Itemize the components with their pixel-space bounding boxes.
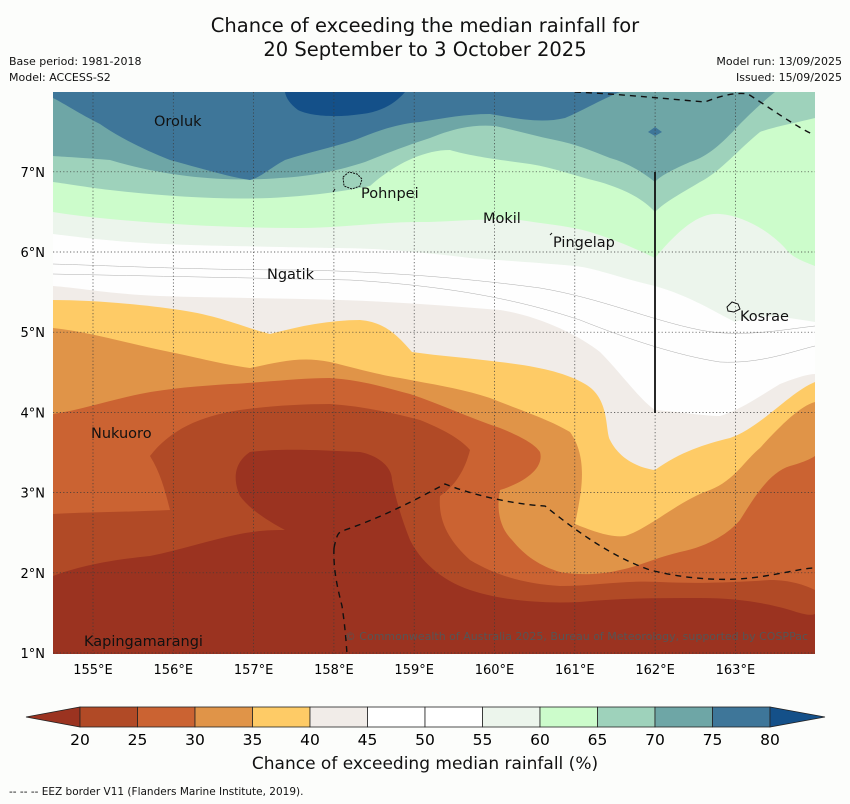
colorbar-tick-label: 25 bbox=[128, 731, 148, 749]
colorbar: 20 25 30 35 40 45 50 55 60 65 70 75 80 bbox=[25, 706, 826, 749]
islands bbox=[332, 171, 741, 313]
lat-tick-label: 6°N bbox=[21, 246, 46, 261]
map-title: Chance of exceeding the median rainfall … bbox=[0, 14, 850, 62]
contour-lines bbox=[53, 263, 815, 363]
colorbar-extend-high bbox=[769, 706, 826, 728]
colorbar-tick-label: 35 bbox=[243, 731, 263, 749]
band-20-25 bbox=[53, 449, 815, 654]
run-info: Model run: 13/09/2025 Issued: 15/09/2025 bbox=[716, 54, 842, 86]
eez-border bbox=[333, 92, 815, 654]
pohnpei-island bbox=[342, 171, 363, 190]
colorbar-segment bbox=[367, 706, 426, 728]
place-label: Mokil bbox=[483, 211, 521, 227]
colorbar-segment bbox=[597, 706, 656, 728]
title-line-1: Chance of exceeding the median rainfall … bbox=[210, 14, 640, 37]
place-label: Pingelap bbox=[553, 235, 615, 251]
colorbar-tick-label: 50 bbox=[415, 731, 435, 749]
lon-tick-label: 155°E bbox=[73, 663, 113, 678]
colorbar-tick-label: 65 bbox=[588, 731, 608, 749]
colorbar-segment bbox=[137, 706, 196, 728]
colorbar-tick-label: 80 bbox=[760, 731, 780, 749]
colorbar-tick-label: 45 bbox=[358, 731, 378, 749]
colorbar-segment bbox=[309, 706, 368, 728]
lon-tick-label: 160°E bbox=[475, 663, 515, 678]
lat-tick-label: 1°N bbox=[21, 647, 46, 662]
lon-tick-label: 157°E bbox=[234, 663, 274, 678]
colorbar-tick-label: 40 bbox=[300, 731, 320, 749]
lat-tick-label: 4°N bbox=[21, 406, 46, 421]
lat-tick-label: 2°N bbox=[21, 567, 46, 582]
lon-tick-label: 159°E bbox=[394, 663, 434, 678]
place-labels: Oroluk Pohnpei Mokil Pingelap Ngatik Kosrae Nu… bbox=[84, 114, 789, 650]
band-above-80 bbox=[285, 92, 405, 117]
lon-tick-label: 156°E bbox=[154, 663, 194, 678]
title-line-2: 20 September to 3 October 2025 bbox=[263, 38, 587, 61]
colorbar-segment bbox=[712, 706, 771, 728]
model-name: Model: ACCESS-S2 bbox=[9, 71, 111, 84]
lat-tick-label: 3°N bbox=[21, 487, 46, 502]
lon-tick-label: 163°E bbox=[716, 663, 756, 678]
band-above-80-spot bbox=[648, 127, 662, 136]
copyright-text: © Commonwealth of Australia 2025, Bureau… bbox=[345, 630, 808, 643]
lat-tick-label: 7°N bbox=[21, 166, 46, 181]
probability-field bbox=[53, 92, 815, 654]
band-75-80 bbox=[53, 92, 620, 180]
place-label: Pohnpei bbox=[361, 186, 419, 202]
colorbar-segment bbox=[194, 706, 253, 728]
colorbar-tick-label: 30 bbox=[185, 731, 205, 749]
colorbar-extend-low bbox=[25, 706, 81, 728]
lon-tick-label: 162°E bbox=[635, 663, 675, 678]
issued-date: Issued: 15/09/2025 bbox=[735, 71, 842, 84]
gridlines bbox=[53, 92, 815, 654]
lon-tick-label: 161°E bbox=[555, 663, 595, 678]
colorbar-segment bbox=[79, 706, 138, 728]
eez-footnote: -- -- -- EEZ border V11 (Flanders Marine… bbox=[9, 786, 304, 798]
colorbar-segment bbox=[252, 706, 311, 728]
lon-tick-label: 158°E bbox=[314, 663, 354, 678]
place-label: Oroluk bbox=[154, 114, 202, 130]
colorbar-segment bbox=[539, 706, 598, 728]
colorbar-segment bbox=[654, 706, 713, 728]
kosrae-island bbox=[726, 301, 741, 313]
model-run: Model run: 13/09/2025 bbox=[716, 55, 842, 68]
place-label: Kapingamarangi bbox=[84, 634, 203, 650]
base-period: Base period: 1981-2018 bbox=[9, 55, 142, 68]
colorbar-segment bbox=[482, 706, 541, 728]
colorbar-tick-label: 75 bbox=[703, 731, 723, 749]
colorbar-tick-label: 55 bbox=[473, 731, 493, 749]
colorbar-tick-label: 20 bbox=[70, 731, 90, 749]
latitude-labels: 1°N 2°N 3°N 4°N 5°N 6°N 7°N bbox=[21, 166, 46, 662]
place-label: Ngatik bbox=[267, 267, 315, 283]
place-label: Kosrae bbox=[740, 309, 789, 325]
band-20-25-spot bbox=[187, 525, 198, 532]
colorbar-tick-label: 70 bbox=[645, 731, 665, 749]
lat-tick-label: 5°N bbox=[21, 326, 46, 341]
colorbar-segment bbox=[424, 706, 483, 728]
colorbar-label: Chance of exceeding median rainfall (%) bbox=[251, 754, 599, 774]
model-info: Base period: 1981-2018 Model: ACCESS-S2 bbox=[9, 54, 141, 86]
colorbar-tick-label: 60 bbox=[530, 731, 550, 749]
longitude-labels: 155°E 156°E 157°E 158°E 159°E 160°E 161°E 162°E… bbox=[73, 663, 755, 678]
place-label: Nukuoro bbox=[91, 426, 152, 442]
